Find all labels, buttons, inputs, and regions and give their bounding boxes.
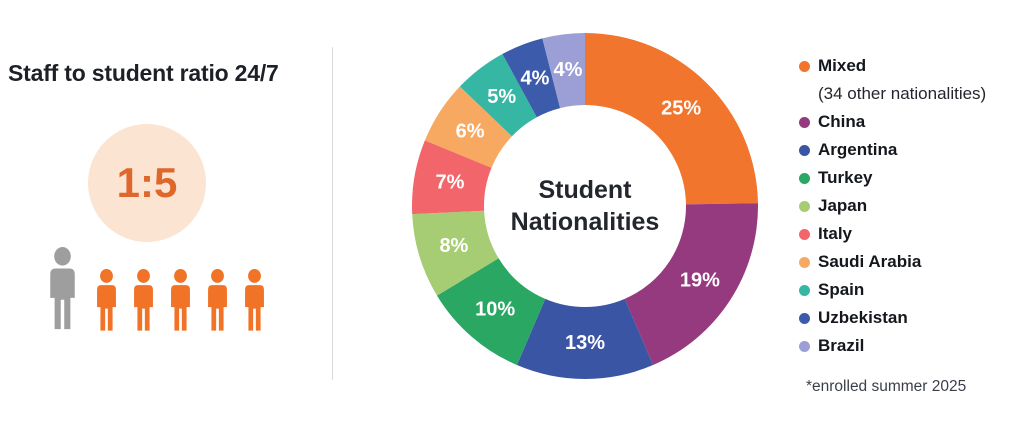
legend-label-argentina: Argentina — [818, 140, 898, 159]
legend-item-mixed: Mixed — [799, 52, 986, 80]
legend-label-turkey: Turkey — [818, 168, 873, 187]
donut-slice-argentina — [516, 298, 654, 379]
legend-item-argentina: Argentina — [799, 136, 986, 164]
legend-item-turkey: Turkey — [799, 164, 986, 192]
student-person-icon — [245, 269, 264, 331]
legend-dot-japan — [799, 200, 810, 212]
donut-svg: 25%19%13%10%8%7%6%5%4% 4% — [412, 33, 758, 379]
legend-label-mixed: Mixed — [818, 56, 867, 75]
legend-dot-turkey — [799, 172, 810, 184]
donut-slice-brazil — [542, 33, 585, 109]
slice-value-label-uzbekistan: 4% — [521, 67, 550, 89]
legend-dot-italy — [799, 228, 810, 240]
donut-slice-turkey — [437, 258, 546, 366]
legend-label-china: China — [818, 112, 866, 131]
slice-value-label-argentina: 13% — [565, 332, 605, 354]
donut-slice-china — [624, 203, 758, 366]
donut-slice-uzbekistan — [502, 38, 561, 118]
legend-label-japan: Japan — [818, 196, 868, 215]
slice-value-label-japan: 8% — [439, 235, 468, 257]
legend-label-uzbekistan: Uzbekistan — [818, 308, 908, 327]
legend-dot-argentina — [799, 144, 810, 156]
legend-subitem-mixed: (34 other nationalities) — [799, 80, 986, 108]
staff-person-icon — [50, 247, 75, 330]
student-person-icon — [171, 269, 190, 331]
donut-slice-mixed — [585, 33, 758, 205]
staff-ratio-title: Staff to student ratio 24/7 — [8, 60, 279, 86]
legend-label-italy: Italy — [818, 224, 853, 243]
donut-slice-saudi-arabia — [424, 86, 512, 168]
legend-label-spain: Spain — [818, 280, 865, 299]
legend-sublabel-mixed: (34 other nationalities) — [818, 84, 987, 103]
legend-label-saudi-arabia: Saudi Arabia — [818, 252, 922, 271]
legend-item-japan: Japan — [799, 192, 986, 220]
legend-item-brazil: Brazil — [799, 332, 986, 360]
ratio-circle: 1:5 — [88, 124, 206, 242]
donut-slice-spain — [459, 53, 537, 137]
footnote: *enrolled summer 2025 — [806, 378, 967, 395]
slice-value-label-mixed: 25% — [661, 97, 701, 119]
legend-dot-uzbekistan — [799, 312, 810, 324]
slice-value-label-italy: 7% — [436, 172, 465, 194]
legend-item-uzbekistan: Uzbekistan — [799, 304, 986, 332]
donut-slice-japan — [412, 210, 499, 296]
student-person-icon — [134, 269, 153, 331]
legend-item-china: China — [799, 108, 986, 136]
legend: Mixed (34 other nationalities) China Argent… — [799, 52, 986, 360]
donut-slice-italy — [412, 140, 492, 215]
legend-dot-brazil — [799, 340, 810, 352]
legend-item-saudi-arabia: Saudi Arabia — [799, 248, 986, 276]
vertical-divider — [332, 47, 333, 380]
slice-value-label-turkey: 10% — [475, 298, 515, 320]
legend-item-italy: Italy — [799, 220, 986, 248]
student-nationalities-donut-chart: 25% 19% 13% 10% 8% 7% 6% 5% 4% 4% Student Nationa… — [412, 33, 758, 379]
legend-item-spain: Spain — [799, 276, 986, 304]
staff-student-pictogram — [45, 247, 305, 335]
slice-value-label-saudi-arabia: 6% — [456, 120, 485, 142]
student-person-icon — [208, 269, 227, 331]
slice-value-label-brazil: 4% — [554, 59, 583, 81]
legend-dot-china — [799, 116, 810, 128]
ratio-value: 1:5 — [116, 159, 178, 206]
student-person-icon — [97, 269, 116, 331]
slice-value-label-china: 19% — [680, 270, 720, 292]
legend-dot-saudi-arabia — [799, 256, 810, 268]
legend-label-brazil: Brazil — [818, 336, 865, 355]
slice-value-label-spain: 5% — [487, 86, 516, 108]
legend-dot-spain — [799, 284, 810, 296]
legend-dot-mixed — [799, 60, 810, 72]
